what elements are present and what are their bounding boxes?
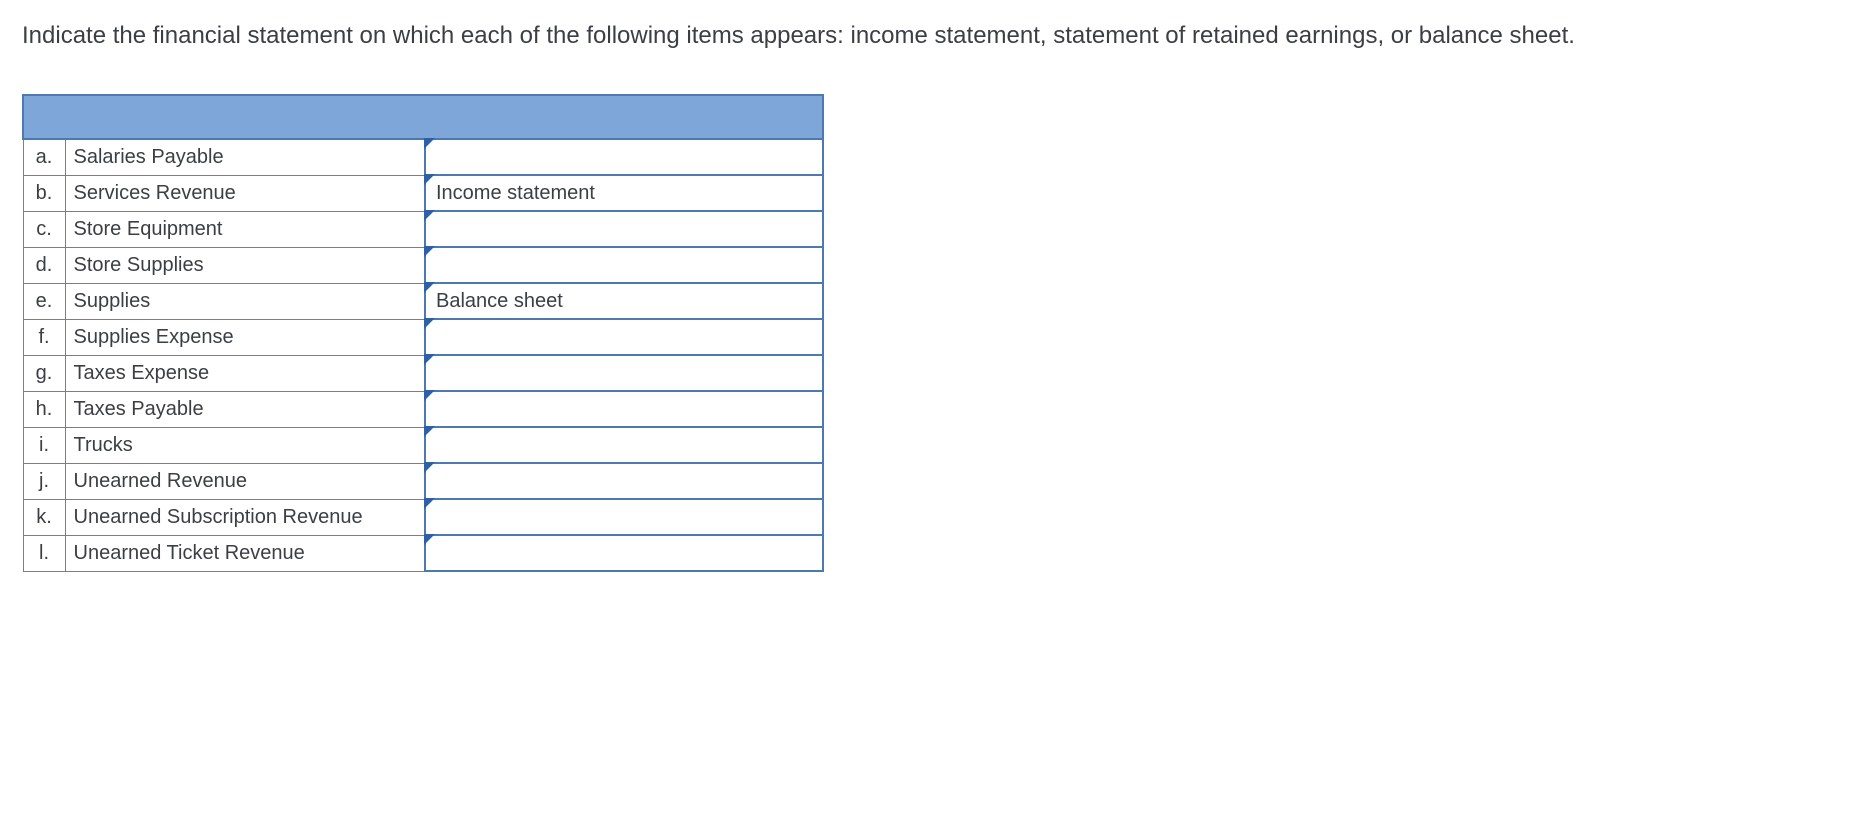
dropdown-indicator-icon: [424, 282, 435, 293]
answer-dropdown[interactable]: [425, 427, 823, 463]
row-item: Taxes Expense: [65, 355, 425, 391]
row-item: Store Supplies: [65, 247, 425, 283]
answer-dropdown[interactable]: [425, 499, 823, 535]
dropdown-indicator-icon: [424, 138, 435, 149]
answer-dropdown[interactable]: [425, 139, 823, 175]
row-item: Unearned Revenue: [65, 463, 425, 499]
row-item: Unearned Subscription Revenue: [65, 499, 425, 535]
row-item: Trucks: [65, 427, 425, 463]
table-row: j. Unearned Revenue: [23, 463, 823, 499]
row-letter: k.: [23, 499, 65, 535]
row-item: Services Revenue: [65, 175, 425, 211]
table-row: d. Store Supplies: [23, 247, 823, 283]
row-letter: e.: [23, 283, 65, 319]
row-item: Unearned Ticket Revenue: [65, 535, 425, 571]
worksheet-table: a. Salaries Payable b. Services Revenue …: [22, 94, 824, 572]
table-row: a. Salaries Payable: [23, 139, 823, 175]
dropdown-indicator-icon: [424, 318, 435, 329]
table-row: b. Services Revenue Income statement: [23, 175, 823, 211]
answer-dropdown[interactable]: [425, 247, 823, 283]
table-row: i. Trucks: [23, 427, 823, 463]
table-row: k. Unearned Subscription Revenue: [23, 499, 823, 535]
answer-dropdown[interactable]: [425, 463, 823, 499]
dropdown-indicator-icon: [424, 462, 435, 473]
dropdown-indicator-icon: [424, 390, 435, 401]
row-item: Salaries Payable: [65, 139, 425, 175]
dropdown-indicator-icon: [424, 174, 435, 185]
row-letter: i.: [23, 427, 65, 463]
table-row: c. Store Equipment: [23, 211, 823, 247]
answer-dropdown[interactable]: Income statement: [425, 175, 823, 211]
answer-dropdown[interactable]: Balance sheet: [425, 283, 823, 319]
row-letter: b.: [23, 175, 65, 211]
answer-dropdown[interactable]: [425, 535, 823, 571]
answer-dropdown[interactable]: [425, 391, 823, 427]
answer-dropdown[interactable]: [425, 211, 823, 247]
table-row: g. Taxes Expense: [23, 355, 823, 391]
row-letter: a.: [23, 139, 65, 175]
question-prompt: Indicate the financial statement on whic…: [22, 20, 1838, 52]
table-row: e. Supplies Balance sheet: [23, 283, 823, 319]
table-body: a. Salaries Payable b. Services Revenue …: [23, 139, 823, 571]
table-header-bar: [23, 95, 823, 139]
dropdown-indicator-icon: [424, 426, 435, 437]
answer-value: Balance sheet: [436, 290, 563, 312]
row-letter: c.: [23, 211, 65, 247]
dropdown-indicator-icon: [424, 534, 435, 545]
row-item: Supplies: [65, 283, 425, 319]
answer-dropdown[interactable]: [425, 319, 823, 355]
page: Indicate the financial statement on whic…: [0, 0, 1860, 612]
row-letter: f.: [23, 319, 65, 355]
answer-value: Income statement: [436, 182, 595, 204]
row-letter: d.: [23, 247, 65, 283]
row-letter: g.: [23, 355, 65, 391]
dropdown-indicator-icon: [424, 354, 435, 365]
dropdown-indicator-icon: [424, 246, 435, 257]
table-row: f. Supplies Expense: [23, 319, 823, 355]
row-letter: j.: [23, 463, 65, 499]
dropdown-indicator-icon: [424, 498, 435, 509]
row-letter: l.: [23, 535, 65, 571]
table-row: h. Taxes Payable: [23, 391, 823, 427]
row-item: Supplies Expense: [65, 319, 425, 355]
row-item: Store Equipment: [65, 211, 425, 247]
row-letter: h.: [23, 391, 65, 427]
answer-dropdown[interactable]: [425, 355, 823, 391]
table-row: l. Unearned Ticket Revenue: [23, 535, 823, 571]
dropdown-indicator-icon: [424, 210, 435, 221]
row-item: Taxes Payable: [65, 391, 425, 427]
